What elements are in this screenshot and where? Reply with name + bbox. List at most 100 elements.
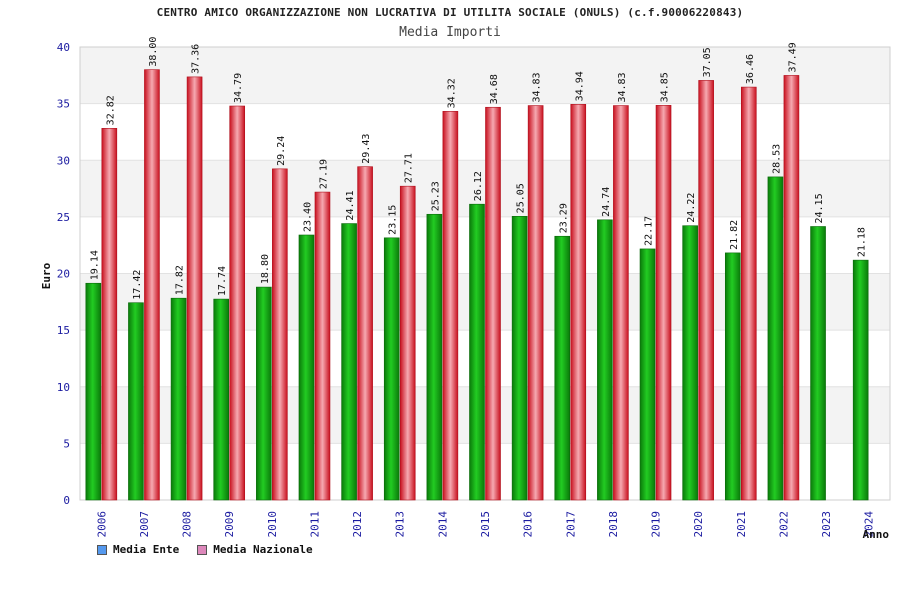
x-tick-label: 2012 [351, 511, 364, 538]
legend-item-media-nazionale: Media Nazionale [197, 543, 313, 556]
x-tick-label: 2019 [650, 511, 663, 538]
bar-media-ente [383, 237, 400, 501]
y-tick-label: 15 [57, 324, 70, 337]
bar-media-nazionale [613, 105, 629, 501]
data-label: 38.00 [148, 37, 159, 67]
legend-label: Media Ente [113, 543, 180, 556]
y-axis-label: Euro [40, 262, 53, 289]
data-label: 17.74 [217, 266, 228, 296]
bar-media-ente [554, 235, 571, 501]
x-tick-label: 2007 [138, 511, 151, 538]
bar-media-nazionale [229, 105, 246, 501]
x-tick-label: 2016 [522, 511, 535, 538]
y-tick-label: 0 [63, 494, 70, 507]
x-tick-label: 2009 [223, 511, 236, 538]
bar-media-nazionale [740, 86, 757, 501]
bar-media-ente [639, 248, 656, 501]
data-label: 29.24 [276, 136, 287, 166]
y-tick-label: 35 [57, 98, 70, 111]
data-label: 25.05 [516, 183, 527, 213]
data-label: 27.19 [318, 159, 329, 189]
x-tick-label: 2022 [777, 511, 790, 538]
x-tick-label: 2013 [394, 511, 407, 538]
bar-media-nazionale [399, 185, 416, 501]
bar-media-nazionale [186, 76, 203, 501]
bar-media-nazionale [783, 75, 800, 501]
legend-swatch-icon [197, 544, 208, 555]
data-label: 37.05 [702, 47, 713, 77]
legend-label: Media Nazionale [213, 543, 313, 556]
bar-media-nazionale [485, 106, 501, 501]
bar-media-ente [810, 226, 826, 501]
bar-media-nazionale [570, 104, 587, 501]
y-tick-label: 20 [57, 268, 70, 281]
data-label: 34.85 [660, 72, 671, 102]
data-label: 22.17 [644, 216, 655, 246]
data-label: 34.94 [574, 71, 585, 101]
data-label: 25.23 [430, 181, 441, 211]
x-tick-label: 2018 [607, 511, 620, 538]
data-label: 21.18 [857, 227, 868, 257]
legend: Media Ente Media Nazionale [97, 543, 313, 556]
y-tick-label: 30 [57, 154, 70, 167]
data-label: 29.43 [361, 134, 372, 164]
bar-media-ente [298, 234, 315, 501]
data-label: 37.49 [787, 42, 798, 72]
x-tick-label: 2014 [436, 511, 449, 538]
bar-media-ente [85, 282, 102, 501]
data-label: 26.12 [473, 171, 484, 201]
bar-media-nazionale [272, 168, 288, 501]
legend-item-media-ente: Media Ente [97, 543, 179, 556]
bar-media-ente [597, 219, 613, 501]
data-label: 21.82 [729, 220, 740, 250]
data-label: 17.82 [175, 265, 186, 295]
bar-media-ente [767, 176, 784, 501]
y-tick-label: 5 [63, 437, 70, 450]
x-tick-label: 2010 [266, 511, 279, 538]
data-label: 19.14 [89, 250, 100, 280]
bar-media-ente [682, 225, 698, 501]
bar-media-ente [724, 252, 741, 501]
x-tick-label: 2024 [863, 511, 876, 538]
data-label: 23.40 [302, 202, 313, 232]
data-label: 18.80 [260, 254, 271, 284]
x-tick-label: 2023 [820, 511, 833, 538]
data-label: 37.36 [191, 44, 202, 74]
x-tick-label: 2020 [692, 511, 705, 538]
bar-media-ente [426, 213, 443, 501]
data-label: 23.15 [388, 205, 399, 235]
data-label: 34.79 [233, 73, 244, 103]
y-tick-label: 10 [57, 381, 70, 394]
data-label: 34.32 [446, 78, 457, 108]
data-label: 24.22 [686, 193, 697, 223]
data-label: 23.29 [558, 203, 569, 233]
chart-title: CENTRO AMICO ORGANIZZAZIONE NON LUCRATIV… [156, 6, 744, 19]
legend-swatch-icon [97, 544, 107, 555]
bar-media-ente [341, 223, 357, 501]
bar-media-ente [511, 216, 528, 501]
data-label: 32.82 [105, 95, 116, 125]
bar-media-nazionale [101, 128, 118, 501]
bar-media-ente [469, 203, 485, 501]
data-label: 24.41 [345, 190, 356, 220]
bar-media-nazionale [314, 191, 331, 501]
data-label: 34.83 [617, 72, 628, 102]
bar-media-nazionale [357, 166, 373, 501]
data-label: 24.15 [814, 193, 825, 223]
x-tick-label: 2006 [95, 511, 108, 538]
bar-media-ente [256, 286, 272, 501]
bar-media-nazionale [144, 69, 160, 501]
x-tick-label: 2017 [564, 511, 577, 538]
x-tick-label: 2011 [308, 511, 321, 538]
bar-media-nazionale [698, 80, 714, 501]
data-label: 28.53 [771, 144, 782, 174]
bar-media-nazionale [527, 105, 544, 501]
plot-frame [79, 46, 891, 501]
bar-media-nazionale [442, 111, 459, 501]
bar-media-ente [170, 297, 187, 501]
data-label: 34.68 [489, 74, 500, 104]
data-label: 17.42 [132, 270, 143, 300]
bar-media-ente [852, 259, 869, 501]
bar-media-nazionale [655, 105, 672, 501]
x-axis-label: Anno [863, 528, 890, 541]
